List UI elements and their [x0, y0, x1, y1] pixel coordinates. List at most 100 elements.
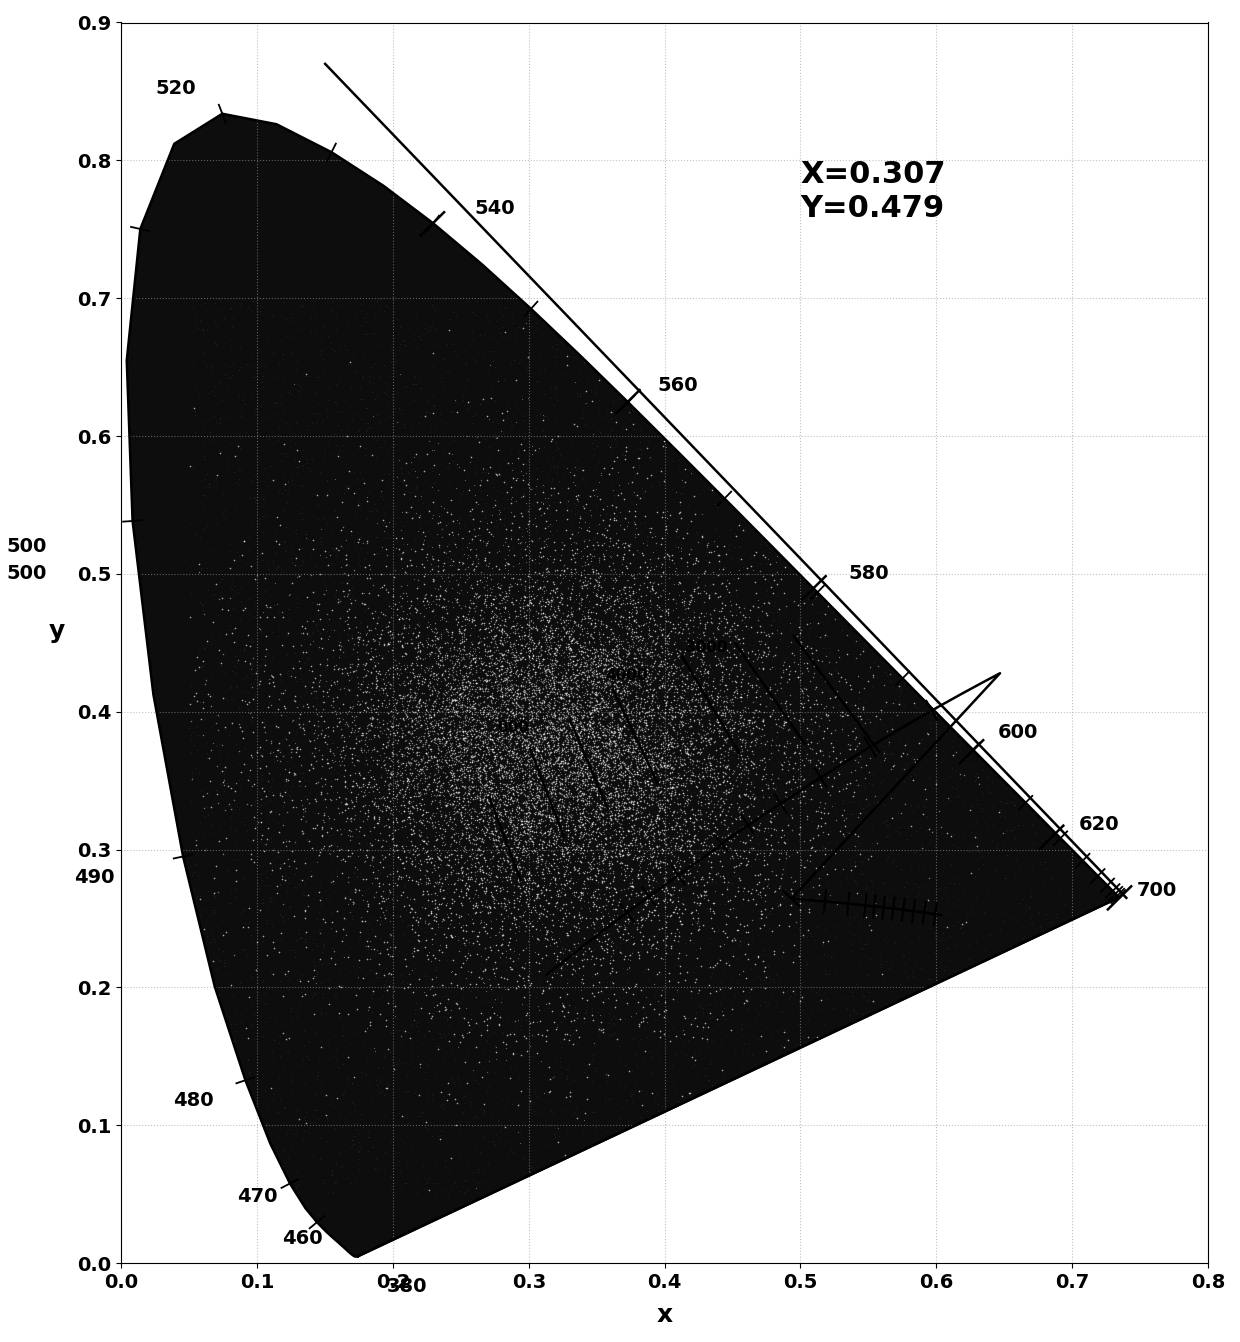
Point — [622, 765, 642, 786]
Point — [787, 841, 807, 863]
Point — [667, 1181, 687, 1202]
Point — [568, 668, 588, 690]
Point — [689, 772, 709, 793]
Point — [600, 651, 620, 672]
Point — [476, 534, 496, 556]
Point — [497, 836, 517, 858]
Point — [684, 439, 704, 460]
Point — [923, 647, 942, 668]
Point — [500, 729, 520, 750]
Point — [688, 667, 708, 688]
Point — [340, 395, 360, 416]
Point — [580, 553, 600, 574]
Point — [461, 617, 481, 639]
Point — [335, 658, 355, 679]
Point — [637, 770, 657, 792]
Point — [932, 525, 952, 546]
Point — [413, 531, 433, 553]
Point — [502, 415, 522, 436]
Point — [465, 484, 485, 506]
Point — [440, 656, 460, 678]
Point — [218, 747, 238, 769]
Point — [626, 608, 646, 629]
Point — [618, 764, 637, 785]
Point — [408, 646, 428, 667]
Point — [657, 819, 677, 840]
Point — [627, 590, 647, 612]
Point — [554, 986, 574, 1008]
Point — [580, 702, 600, 723]
Point — [487, 875, 507, 896]
Point — [795, 393, 815, 415]
Point — [626, 735, 646, 757]
Point — [387, 750, 407, 772]
Point — [501, 823, 521, 844]
Point — [414, 573, 434, 595]
Point — [339, 714, 358, 735]
Point — [420, 699, 440, 721]
Point — [593, 772, 613, 793]
Point — [890, 891, 910, 913]
Point — [500, 929, 520, 950]
Point — [417, 713, 436, 734]
Point — [264, 1029, 284, 1051]
Point — [567, 727, 587, 749]
Point — [533, 675, 553, 696]
Point — [438, 487, 458, 509]
Point — [750, 729, 770, 750]
Point — [781, 778, 801, 800]
Point — [463, 776, 482, 797]
Point — [278, 867, 298, 888]
Point — [777, 299, 797, 321]
Point — [428, 772, 448, 793]
Point — [610, 326, 630, 348]
Point — [644, 684, 663, 706]
Point — [463, 611, 482, 632]
Point — [724, 739, 744, 761]
Point — [532, 688, 552, 710]
Point — [492, 739, 512, 761]
Point — [460, 597, 480, 619]
Point — [815, 624, 835, 646]
Point — [518, 450, 538, 471]
Point — [702, 639, 722, 660]
Point — [564, 718, 584, 739]
Point — [626, 711, 646, 733]
Point — [963, 497, 983, 518]
Point — [796, 803, 816, 824]
Point — [635, 511, 655, 533]
Point — [370, 717, 389, 738]
Point — [877, 721, 897, 742]
Point — [382, 715, 402, 737]
Point — [459, 939, 479, 961]
Point — [807, 875, 827, 896]
Point — [433, 1094, 453, 1115]
Point — [492, 619, 512, 640]
Point — [521, 828, 541, 849]
Point — [502, 800, 522, 821]
Point — [506, 675, 526, 696]
Point — [742, 723, 761, 745]
Point — [505, 722, 525, 743]
Point — [637, 705, 657, 726]
Point — [595, 930, 615, 951]
Point — [511, 798, 531, 820]
Point — [507, 733, 527, 754]
Point — [487, 605, 507, 627]
Point — [591, 676, 611, 698]
Point — [260, 789, 280, 811]
Point — [735, 752, 755, 773]
Point — [477, 737, 497, 758]
Point — [513, 858, 533, 879]
Point — [746, 541, 766, 562]
Point — [714, 997, 734, 1019]
Point — [332, 605, 352, 627]
Point — [532, 680, 552, 702]
Point — [503, 650, 523, 671]
Point — [250, 289, 270, 310]
Point — [347, 646, 367, 667]
Point — [485, 670, 505, 691]
Point — [438, 1072, 458, 1094]
Point — [551, 886, 570, 907]
Point — [326, 788, 346, 809]
